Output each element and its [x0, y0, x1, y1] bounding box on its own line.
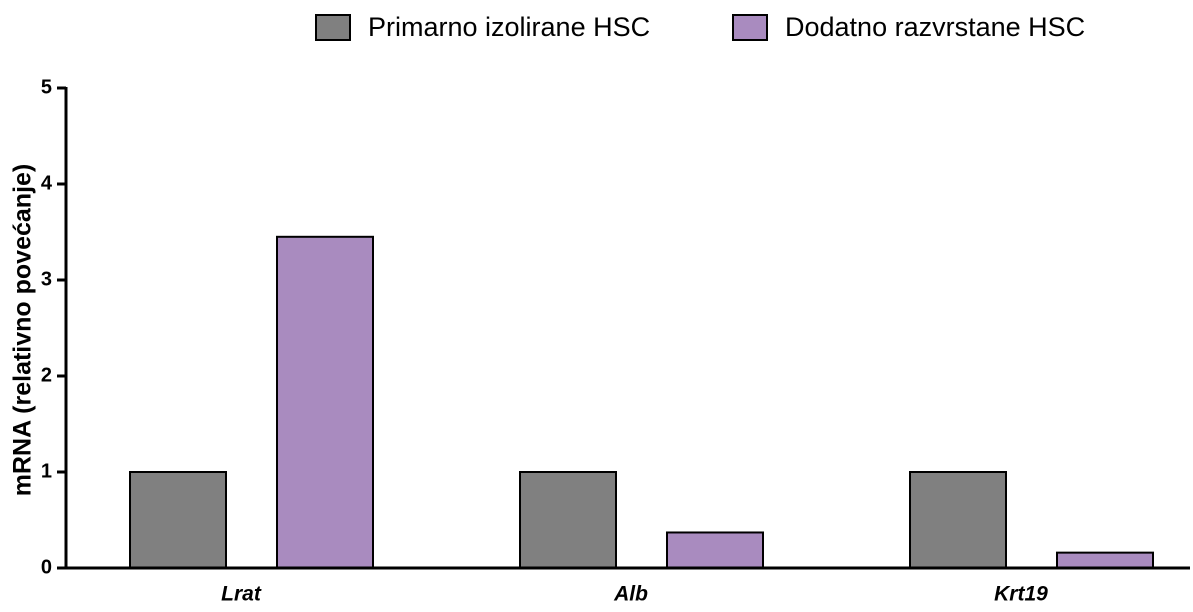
- y-tick-label: 1: [41, 460, 52, 482]
- y-tick-label: 3: [41, 268, 52, 290]
- bar: [129, 471, 227, 569]
- x-tick-label: Alb: [613, 583, 648, 606]
- y-axis-label: mRNA (relativno povećanje): [9, 164, 37, 496]
- bar: [276, 235, 374, 570]
- y-tick-label: 4: [41, 172, 53, 194]
- bar: [666, 531, 764, 569]
- bar: [519, 471, 617, 569]
- y-tick-label: 2: [41, 364, 52, 386]
- legend-label: Dodatno razvrstane HSC: [785, 12, 1085, 42]
- bar: [909, 471, 1007, 569]
- y-tick-label: 5: [41, 76, 52, 98]
- legend-swatch: [732, 14, 768, 41]
- legend-label: Primarno izolirane HSC: [368, 12, 650, 42]
- x-tick-label: Krt19: [994, 583, 1048, 606]
- legend-swatch: [315, 14, 351, 41]
- y-tick-label: 0: [41, 556, 52, 578]
- x-tick-label: Lrat: [221, 583, 262, 606]
- bar: [1056, 551, 1154, 570]
